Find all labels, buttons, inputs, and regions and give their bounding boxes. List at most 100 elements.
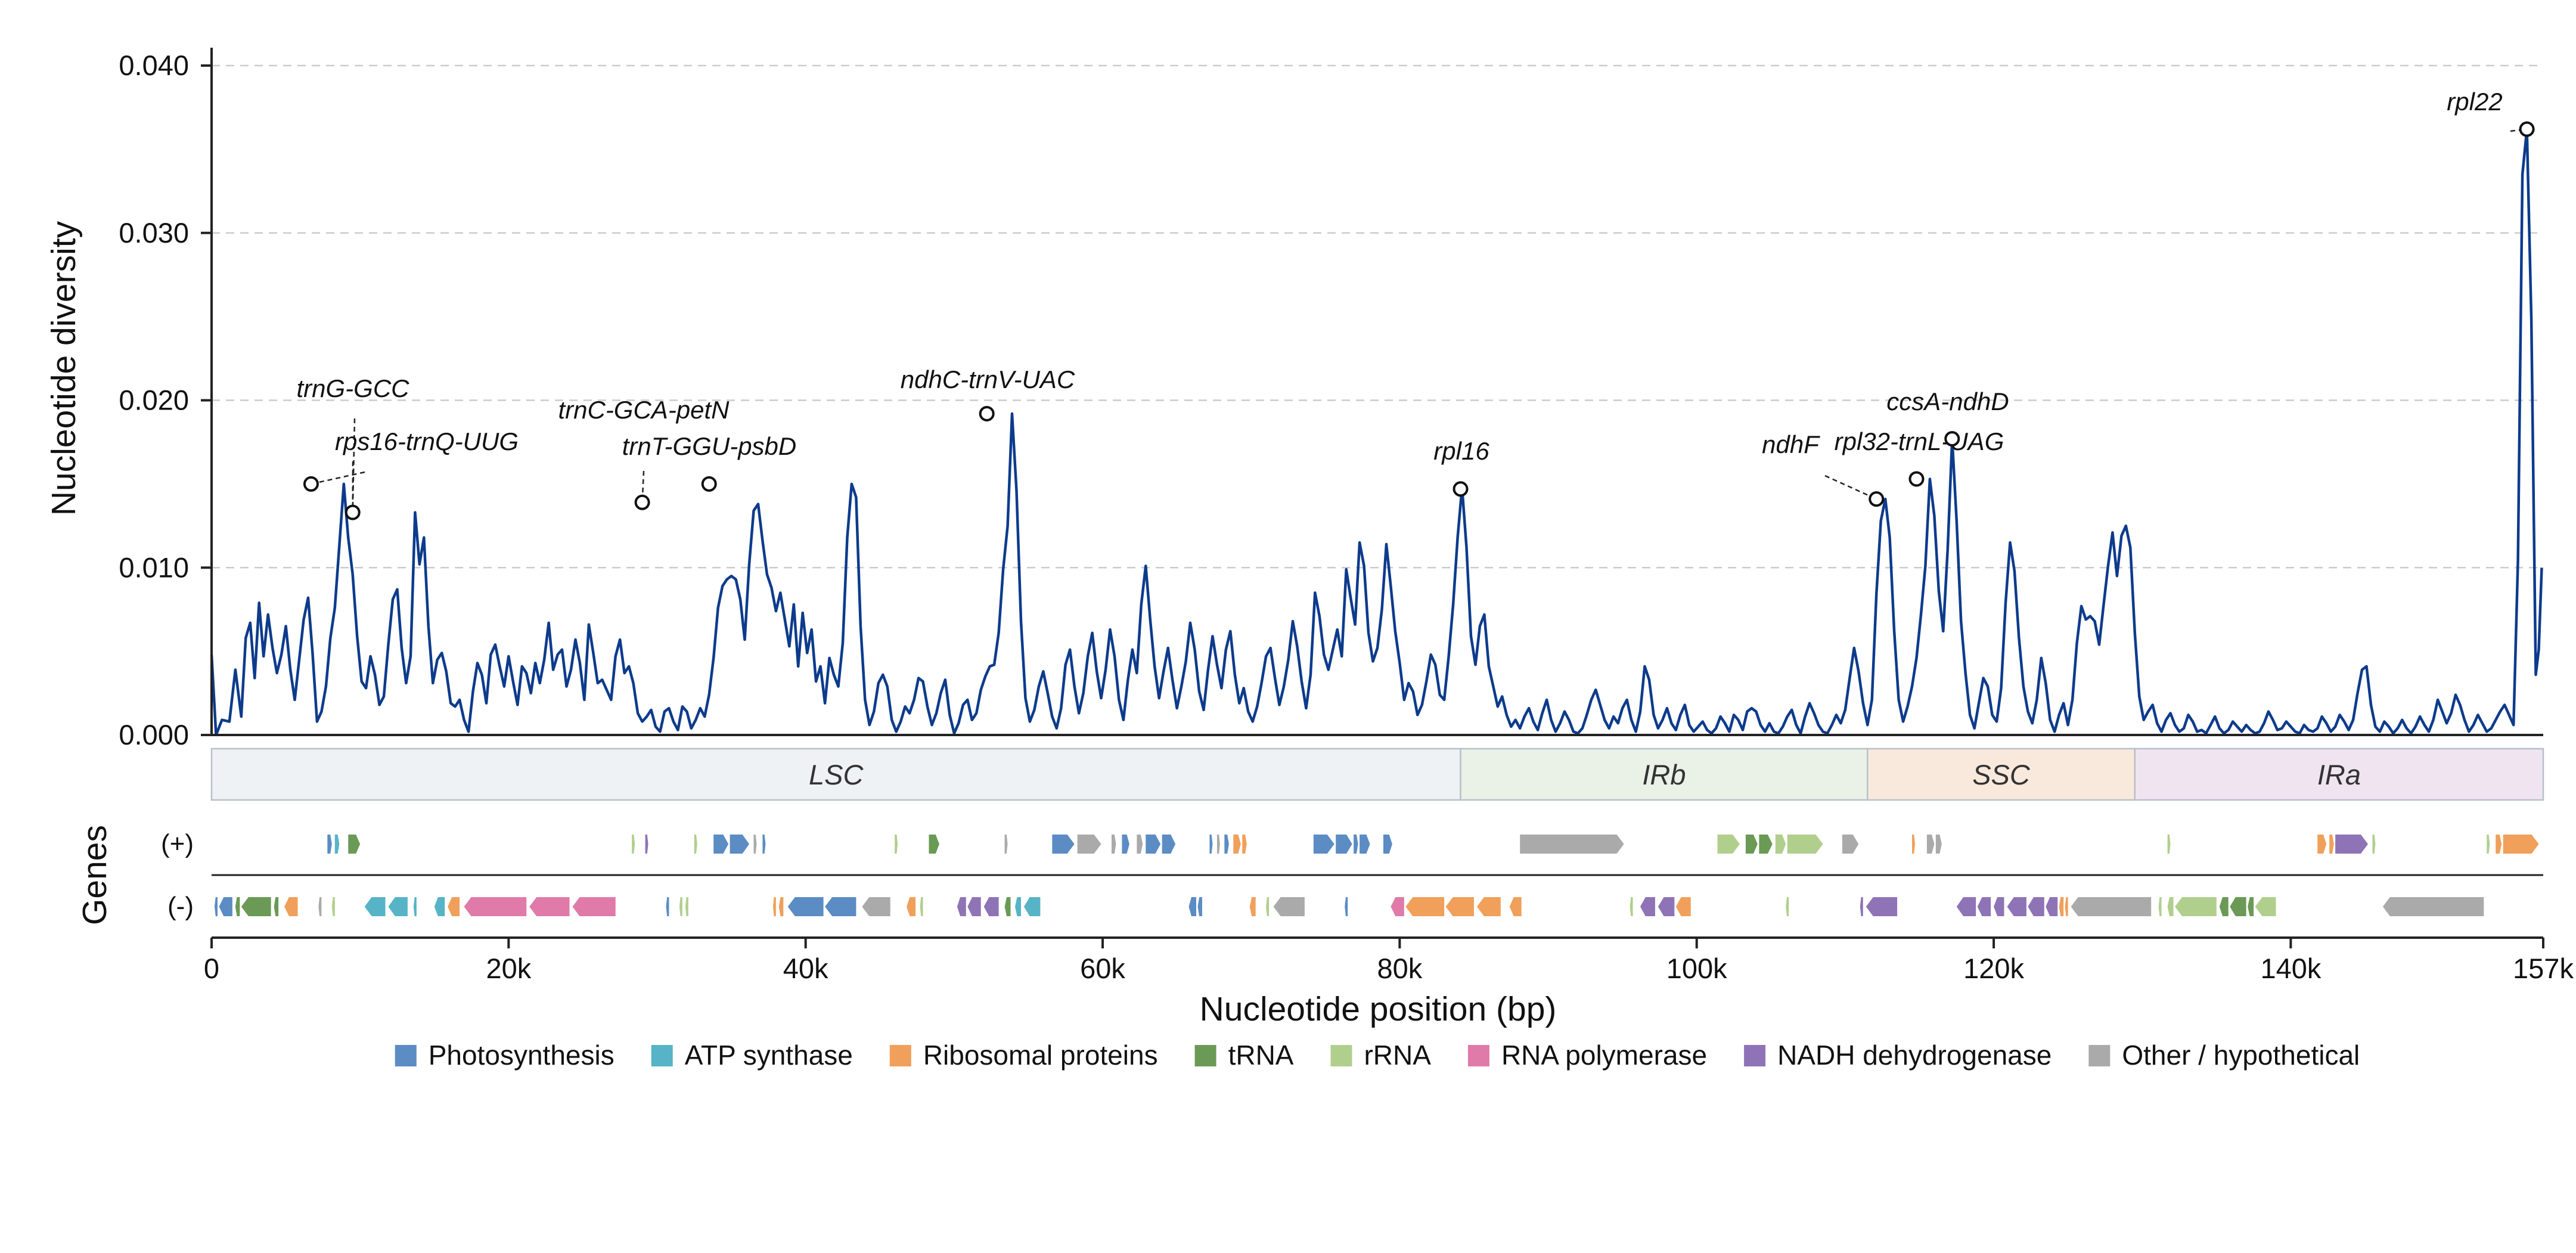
x-tick-label: 20k	[486, 953, 531, 984]
gene-minus	[2071, 897, 2152, 916]
legend: Photosynthesis ATP synthase Ribosomal prot…	[395, 1040, 2360, 1071]
gene-plus	[2503, 835, 2539, 854]
gene-plus	[713, 835, 729, 854]
axes: 0.000 0.010 0.020 0.030 0.040 0 20k 40k 60k 80k 10…	[119, 48, 2574, 984]
gene-plus	[1313, 835, 1334, 854]
gene-minus	[1509, 897, 1522, 916]
region-ssc	[1867, 748, 2136, 801]
gene-minus	[214, 897, 218, 916]
gene-minus	[284, 897, 298, 916]
gene-minus	[331, 897, 335, 916]
x-axis-title: Nucleotide position (bp)	[1200, 990, 1557, 1028]
gene-plus	[1717, 835, 1740, 854]
region-label: LSC	[809, 759, 864, 790]
gene-minus	[2167, 897, 2174, 916]
legend-label: rRNA	[1364, 1040, 1431, 1071]
gene-minus	[1405, 897, 1445, 916]
peak-label: ccsA-ndhD	[1886, 387, 2009, 415]
gene-plus	[2329, 835, 2334, 854]
legend-label: Photosynthesis	[429, 1040, 614, 1071]
gene-plus	[895, 835, 898, 854]
gene-minus	[1994, 897, 2004, 916]
gene-plus	[1354, 835, 1358, 854]
gene-plus	[1077, 835, 1101, 854]
gene-plus	[1209, 835, 1213, 854]
legend-label: Ribosomal proteins	[923, 1040, 1158, 1071]
peak-leader	[2510, 128, 2527, 132]
gene-plus	[1146, 835, 1161, 854]
peak-marker	[1869, 491, 1885, 507]
gene-minus	[274, 897, 279, 916]
x-tick-label: 120k	[1963, 953, 2024, 984]
legend-label: tRNA	[1228, 1040, 1294, 1071]
gene-minus	[2248, 897, 2254, 916]
legend-label: RNA polymerase	[1501, 1040, 1707, 1071]
peak-marker	[1944, 431, 1960, 447]
legend-swatch	[1467, 1045, 1489, 1066]
legend-swatch	[1330, 1045, 1352, 1066]
gene-minus	[1476, 897, 1501, 916]
region-label: IRb	[1642, 759, 1686, 790]
legend-swatch	[2088, 1045, 2111, 1066]
gene-tracks	[212, 835, 2543, 916]
gene-plus	[1912, 835, 1916, 854]
region-irb	[1460, 748, 1869, 801]
gene-plus	[1233, 835, 1241, 854]
gene-minus	[685, 897, 688, 916]
gene-minus	[666, 897, 669, 916]
gene-plus	[2167, 835, 2171, 854]
gene-plus	[327, 835, 332, 854]
peak-label: rpl16	[1433, 437, 1489, 465]
gene-minus	[434, 897, 445, 916]
gene-minus	[1015, 897, 1021, 916]
grid-lines	[212, 64, 2543, 569]
gene-plus	[730, 835, 750, 854]
gene-minus	[679, 897, 682, 916]
gene-minus	[1391, 897, 1404, 916]
peak-label: trnT-GGU-psbD	[622, 432, 797, 460]
gene-plus	[1336, 835, 1352, 854]
region-lsc	[210, 748, 1461, 801]
gene-minus	[2230, 897, 2246, 916]
gene-minus	[1345, 897, 1348, 916]
peak-label: ndhC-trnV-UAC	[901, 365, 1075, 393]
peak-label: rps16-trnQ-UUG	[335, 427, 519, 455]
gene-plus	[929, 835, 939, 854]
gene-minus	[235, 897, 240, 916]
gene-minus	[388, 897, 408, 916]
peak-marker	[2519, 121, 2535, 137]
peak-leader	[1824, 474, 1877, 500]
gene-plus	[1926, 835, 1935, 854]
peak-marker	[1453, 481, 1469, 497]
gene-plus	[334, 835, 340, 854]
gene-plus	[1935, 835, 1942, 854]
x-tick-label: 140k	[2260, 953, 2321, 984]
gene-plus	[694, 835, 697, 854]
gene-plus	[1111, 835, 1116, 854]
gene-minus	[2175, 897, 2217, 916]
gene-plus	[1520, 835, 1624, 854]
gene-minus	[241, 897, 271, 916]
gene-plus	[1162, 835, 1176, 854]
gene-minus	[862, 897, 890, 916]
gene-plus	[2335, 835, 2368, 854]
gene-minus	[957, 897, 966, 916]
gene-plus	[2372, 835, 2376, 854]
gene-minus	[983, 897, 999, 916]
x-tick-label: 40k	[783, 953, 828, 984]
genes-track-title: Genes	[76, 825, 114, 925]
gene-plus	[1787, 835, 1823, 854]
peak-label: ndhF	[1762, 430, 1820, 458]
gene-minus	[1188, 897, 1197, 916]
gene-plus	[2317, 835, 2327, 854]
peak-marker	[701, 476, 717, 492]
gene-minus	[1786, 897, 1789, 916]
gene-minus	[318, 897, 322, 916]
gene-plus	[1745, 835, 1758, 854]
y-tick-label: 0.010	[119, 551, 189, 583]
gene-minus	[2046, 897, 2058, 916]
legend-swatch	[889, 1045, 911, 1066]
peak-label: trnG-GCC	[297, 374, 410, 402]
y-tick-label: 0.030	[119, 217, 189, 249]
